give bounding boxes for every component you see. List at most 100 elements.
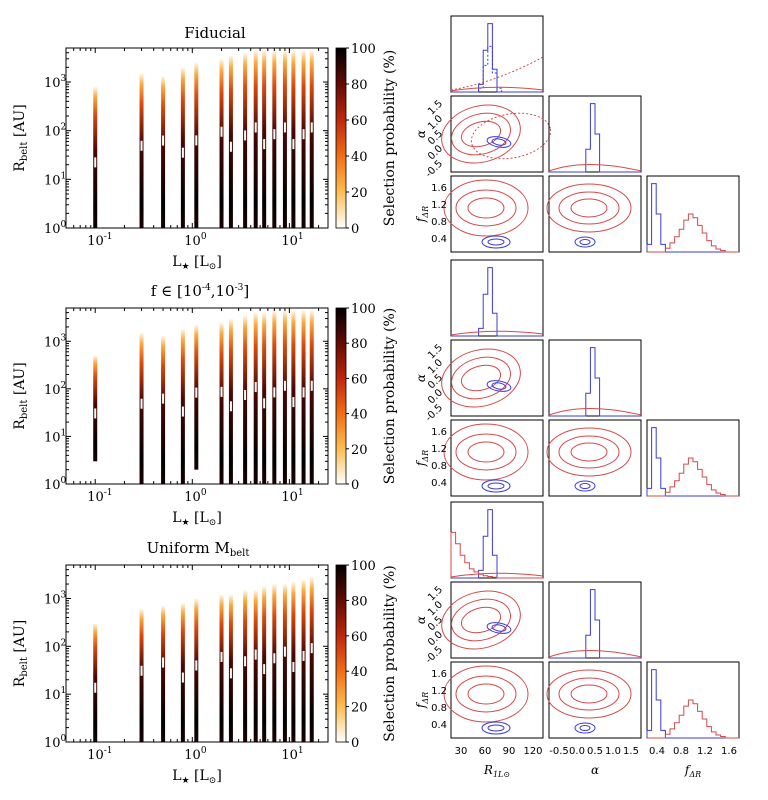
corner-ytick-f: 0.4 [431,720,447,731]
contour-red [443,179,529,237]
contour-blue [487,238,505,246]
contour-blue [486,380,512,392]
contour-red [467,683,505,705]
contour-red [455,189,517,227]
corner-ytick-f: 1.6 [431,669,447,680]
corner-xtick-r: 90 [503,746,516,757]
stripe-gap [94,408,97,419]
xtick-label: 101 [281,488,303,505]
corner-ytick-alpha: 0.0 [426,143,445,162]
title-f-range: f ∈ [10-4,10-3] [151,282,249,300]
stripe-gap [94,682,97,693]
stripe-gap [310,643,313,654]
contour-red [460,364,502,392]
corner-ytick-alpha: 1.0 [426,113,445,132]
hist-R-red-flat [450,572,544,578]
hist-alpha-blue [549,103,641,173]
stripe-mark [93,623,98,742]
hist-f-red [647,213,739,253]
corner-ytick-alpha: 0.0 [426,629,445,648]
stripe-gap [263,139,266,150]
contour-blue [491,138,507,146]
ytick-label: 100 [44,476,67,493]
stripe-gap [229,668,232,679]
hist-R-red-flat [450,86,544,92]
stripe-gap [181,406,184,417]
x-axis-label: L★ [L⊙] [172,510,222,528]
stripe-gap [254,122,257,133]
stripe-gap [283,380,286,391]
hist-alpha-red [548,650,642,658]
contour-blue [481,235,511,249]
corner-ytick-alpha: 1.5 [426,342,445,361]
stripe-gap [181,147,184,158]
corner-xtick-f: 0.4 [649,746,665,757]
colorbar-tick-label: 40 [351,150,368,165]
corner-xtick-f: 1.2 [697,746,713,757]
contour-blue [491,624,507,632]
corner-xlabel-alpha: α [591,763,599,777]
ytick-label: 101 [44,686,66,703]
contour-red [558,435,620,469]
hist-alpha-red [548,164,642,172]
corner-xtick-f: 0.8 [673,746,689,757]
corner-ytick-f: 0.4 [431,478,447,489]
colorbar-tick-label: 100 [351,302,376,317]
stripe-gap [292,397,295,408]
stripe-gap [140,140,143,151]
ytick-label: 103 [44,74,67,91]
hist-R-red-flat [450,330,544,336]
corner-ylabel-f: fΔR [414,692,430,709]
colorbar-tick-label: 20 [351,186,368,201]
stripe-gap [292,662,295,673]
colorbar-tick-label: 60 [351,372,368,387]
stripe-gap [302,650,305,661]
colorbar-tick-label: 60 [351,630,368,645]
hist-alpha-frame [548,95,642,173]
stripe-mark [309,50,314,228]
colorbar [335,564,347,743]
corner-ytick-f: 0.8 [431,217,447,228]
stripe-gap [244,130,247,141]
stripe-gap [195,135,198,146]
title-fiducial: Fiducial [184,24,246,42]
contour-blue [487,724,505,732]
hist-f-blue [646,427,739,497]
hist-f-red [647,457,739,497]
hist-R-blue-dashed [451,45,543,93]
ytick-label: 100 [44,220,67,237]
contour-red [441,348,521,408]
colorbar-tick-label: 100 [351,42,376,57]
stripe-gap [273,387,276,398]
colorbar-tick-label: 0 [351,736,359,751]
stripe-gap [162,657,165,668]
colorbar-tick-label: 40 [351,408,368,423]
contour-blue [579,239,591,245]
contour-blue [579,725,591,731]
corner-ytick-f: 1.2 [431,444,447,455]
xtick-label: 10-1 [87,232,112,249]
corner-ytick-alpha: 1.5 [426,584,445,603]
colorbar-tick-label: 20 [351,701,368,716]
contour-red [460,606,502,634]
colorbar-tick-label: 20 [351,443,368,458]
ytick-label: 103 [44,590,67,607]
hist-R-red-dashed [450,56,544,91]
stripe-gap [244,389,247,400]
stripe-gap [302,129,305,140]
contour-blue [574,236,596,248]
scatter-R-f-frame [450,175,544,253]
stripe-gap [220,386,223,397]
corner-ytick-alpha: 1.0 [426,599,445,618]
stripe-mark [309,310,314,484]
corner-xtick-r: 120 [523,746,542,757]
hist-alpha-red [548,408,642,416]
y-axis-label: Rbelt [AU] [12,362,30,429]
title-uniform: Uniform Mbelt [147,539,250,559]
stripe-gap [162,393,165,404]
corner-xtick-r: 30 [455,746,468,757]
stripe-mark [282,584,287,742]
contour-red [451,598,511,642]
colorbar-label: Selection probability (%) [382,50,398,226]
